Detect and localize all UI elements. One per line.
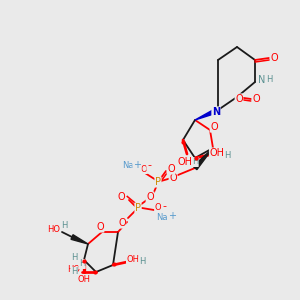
- Text: P: P: [155, 177, 161, 187]
- Text: OH: OH: [127, 254, 140, 263]
- Text: O: O: [210, 122, 218, 132]
- Polygon shape: [71, 235, 88, 244]
- Text: H: H: [61, 220, 67, 230]
- Text: H: H: [79, 260, 85, 268]
- Text: O: O: [270, 53, 278, 63]
- Text: H: H: [71, 254, 77, 262]
- Text: Na: Na: [156, 214, 168, 223]
- Text: P: P: [135, 203, 141, 213]
- Text: O: O: [155, 203, 161, 212]
- Text: O: O: [169, 173, 177, 183]
- Text: O: O: [117, 192, 125, 202]
- Text: O: O: [235, 94, 243, 104]
- Text: OH: OH: [178, 157, 193, 167]
- Text: H: H: [192, 158, 198, 166]
- Text: HO: HO: [68, 265, 80, 274]
- Text: H: H: [266, 76, 272, 85]
- Text: N: N: [212, 107, 220, 117]
- Text: OH: OH: [209, 148, 224, 158]
- Polygon shape: [193, 148, 213, 170]
- Text: O: O: [118, 218, 126, 228]
- Text: H: H: [139, 257, 145, 266]
- Text: N: N: [258, 75, 266, 85]
- Text: O: O: [252, 94, 260, 104]
- Text: O: O: [141, 164, 147, 173]
- Text: O: O: [96, 222, 104, 232]
- Text: O: O: [146, 192, 154, 202]
- Text: O: O: [167, 164, 175, 174]
- Text: -: -: [147, 160, 151, 170]
- Text: OH: OH: [77, 274, 91, 284]
- Text: HO: HO: [47, 224, 61, 233]
- Text: Na: Na: [122, 161, 134, 170]
- Text: +: +: [133, 160, 141, 170]
- Text: H: H: [71, 268, 77, 277]
- Text: +: +: [168, 211, 176, 221]
- Text: -: -: [162, 201, 166, 211]
- Text: H: H: [224, 152, 230, 160]
- Polygon shape: [195, 108, 219, 120]
